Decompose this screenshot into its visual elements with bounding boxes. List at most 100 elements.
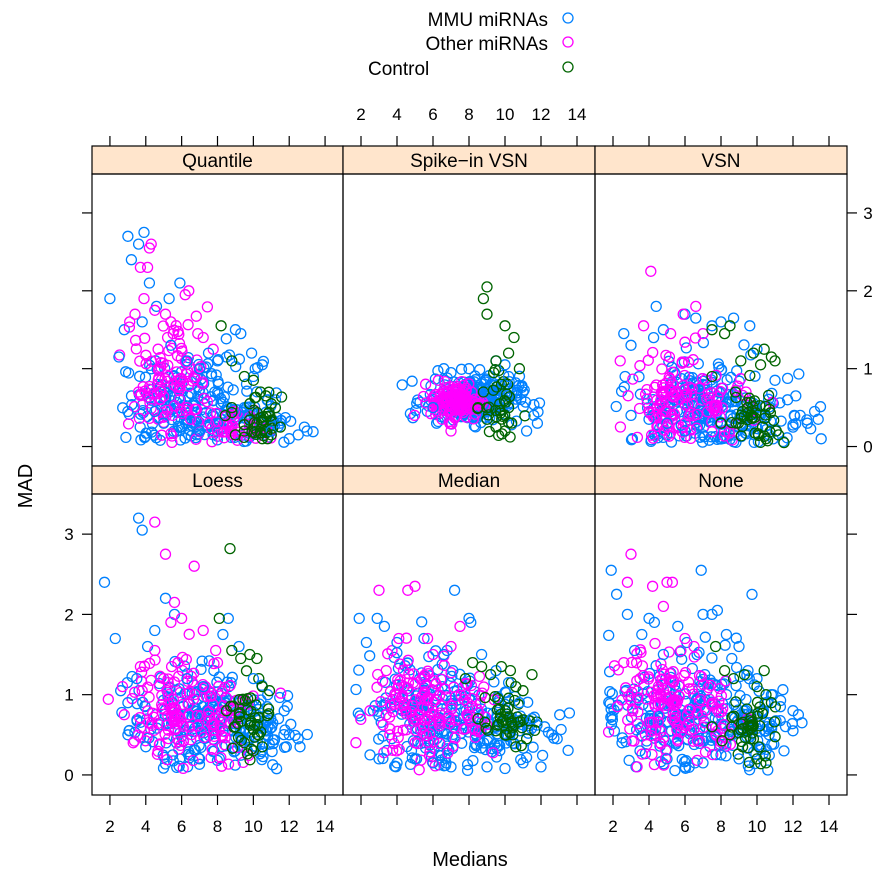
data-point-other-mirnas (380, 709, 392, 721)
data-point-other-mirnas (217, 418, 229, 430)
data-point-mmu-mirnas (730, 632, 742, 644)
data-point-other-mirnas (433, 720, 446, 732)
data-point-other-mirnas (168, 596, 181, 609)
data-point-mmu-mirnas (517, 386, 529, 398)
data-point-mmu-mirnas (606, 714, 619, 726)
data-point-other-mirnas (154, 394, 166, 406)
data-point-mmu-mirnas (148, 429, 160, 441)
data-point-mmu-mirnas (427, 757, 439, 769)
data-point-control (758, 343, 770, 355)
data-point-mmu-mirnas (247, 672, 260, 685)
panel-title-loess: Loess (192, 471, 243, 492)
data-point-other-mirnas (224, 679, 236, 692)
data-point-other-mirnas (390, 689, 402, 701)
data-point-mmu-mirnas (181, 355, 193, 367)
x-tick-label-bottom: 6 (680, 817, 689, 836)
data-point-other-mirnas (688, 640, 700, 653)
data-point-other-mirnas (641, 383, 653, 396)
data-point-other-mirnas (464, 715, 476, 727)
data-point-mmu-mirnas (140, 741, 152, 753)
data-point-mmu-mirnas (605, 718, 618, 731)
data-point-control (251, 417, 263, 429)
data-point-other-mirnas (428, 390, 440, 402)
data-point-other-mirnas (708, 402, 720, 414)
data-point-other-mirnas (153, 739, 166, 751)
legend-symbol-mmu (562, 12, 574, 24)
data-point-mmu-mirnas (538, 721, 551, 733)
data-point-mmu-mirnas (179, 432, 191, 444)
data-point-other-mirnas (466, 692, 478, 705)
data-point-other-mirnas (670, 698, 683, 710)
data-point-other-mirnas (679, 336, 691, 348)
data-point-other-mirnas (134, 711, 146, 724)
data-point-other-mirnas (409, 580, 421, 592)
data-point-other-mirnas (436, 413, 448, 425)
data-point-other-mirnas (440, 392, 452, 404)
data-point-mmu-mirnas (278, 741, 291, 754)
data-point-other-mirnas (176, 651, 189, 664)
data-point-control (730, 391, 742, 404)
data-point-mmu-mirnas (133, 370, 146, 382)
panels: Quantile Spike−in VSN VSN Loess Median None 2 2… (64, 105, 872, 836)
data-point-other-mirnas (162, 673, 174, 685)
data-point-other-mirnas (403, 668, 415, 680)
data-point-control (252, 712, 265, 724)
data-point-control (263, 386, 275, 398)
data-point-mmu-mirnas (240, 378, 253, 390)
points-quantile (104, 226, 319, 449)
data-point-control (501, 388, 513, 400)
data-point-control (756, 707, 769, 720)
data-point-other-mirnas (275, 687, 287, 699)
data-point-other-mirnas (394, 658, 406, 670)
data-point-mmu-mirnas (730, 661, 743, 674)
data-point-other-mirnas (656, 363, 668, 375)
data-point-other-mirnas (183, 721, 196, 733)
data-point-mmu-mirnas (301, 728, 313, 741)
data-point-control (751, 696, 764, 708)
data-point-mmu-mirnas (781, 394, 794, 406)
data-point-other-mirnas (134, 261, 147, 274)
data-point-mmu-mirnas (680, 755, 692, 767)
data-point-other-mirnas (666, 378, 679, 390)
data-point-mmu-mirnas (167, 749, 179, 761)
data-point-other-mirnas (122, 418, 135, 430)
data-point-other-mirnas (399, 703, 411, 715)
data-point-other-mirnas (660, 349, 672, 362)
data-point-mmu-mirnas (499, 762, 511, 775)
data-point-mmu-mirnas (787, 725, 799, 737)
data-point-other-mirnas (215, 751, 227, 764)
data-point-mmu-mirnas (628, 644, 641, 657)
panel-none: None (594, 465, 848, 796)
data-point-other-mirnas (473, 725, 486, 737)
data-point-other-mirnas (622, 390, 634, 402)
data-point-control (754, 359, 767, 371)
data-point-other-mirnas (197, 331, 209, 344)
data-point-other-mirnas (487, 747, 499, 759)
data-point-other-mirnas (620, 682, 632, 694)
data-point-mmu-mirnas (116, 706, 128, 719)
data-point-control (726, 416, 738, 429)
data-point-mmu-mirnas (193, 758, 206, 770)
data-point-mmu-mirnas (690, 693, 703, 705)
data-point-mmu-mirnas (517, 757, 529, 769)
data-point-other-mirnas (654, 400, 666, 412)
data-point-other-mirnas (686, 398, 698, 410)
data-point-mmu-mirnas (391, 757, 403, 769)
data-point-mmu-mirnas (634, 745, 646, 757)
data-point-other-mirnas (414, 723, 427, 736)
data-point-control (472, 713, 484, 725)
data-point-control (479, 716, 491, 728)
data-point-mmu-mirnas (469, 738, 481, 750)
data-point-mmu-mirnas (143, 277, 156, 289)
data-point-other-mirnas (683, 715, 695, 727)
data-point-control (226, 401, 238, 414)
data-point-other-mirnas (686, 683, 698, 695)
data-point-mmu-mirnas (247, 370, 260, 383)
data-point-control (226, 406, 238, 419)
data-point-other-mirnas (465, 679, 478, 692)
y-axis-label: MAD (15, 464, 37, 508)
data-point-mmu-mirnas (475, 648, 488, 661)
data-point-other-mirnas (130, 343, 142, 355)
data-point-other-mirnas (206, 719, 218, 731)
data-point-control (495, 660, 508, 673)
